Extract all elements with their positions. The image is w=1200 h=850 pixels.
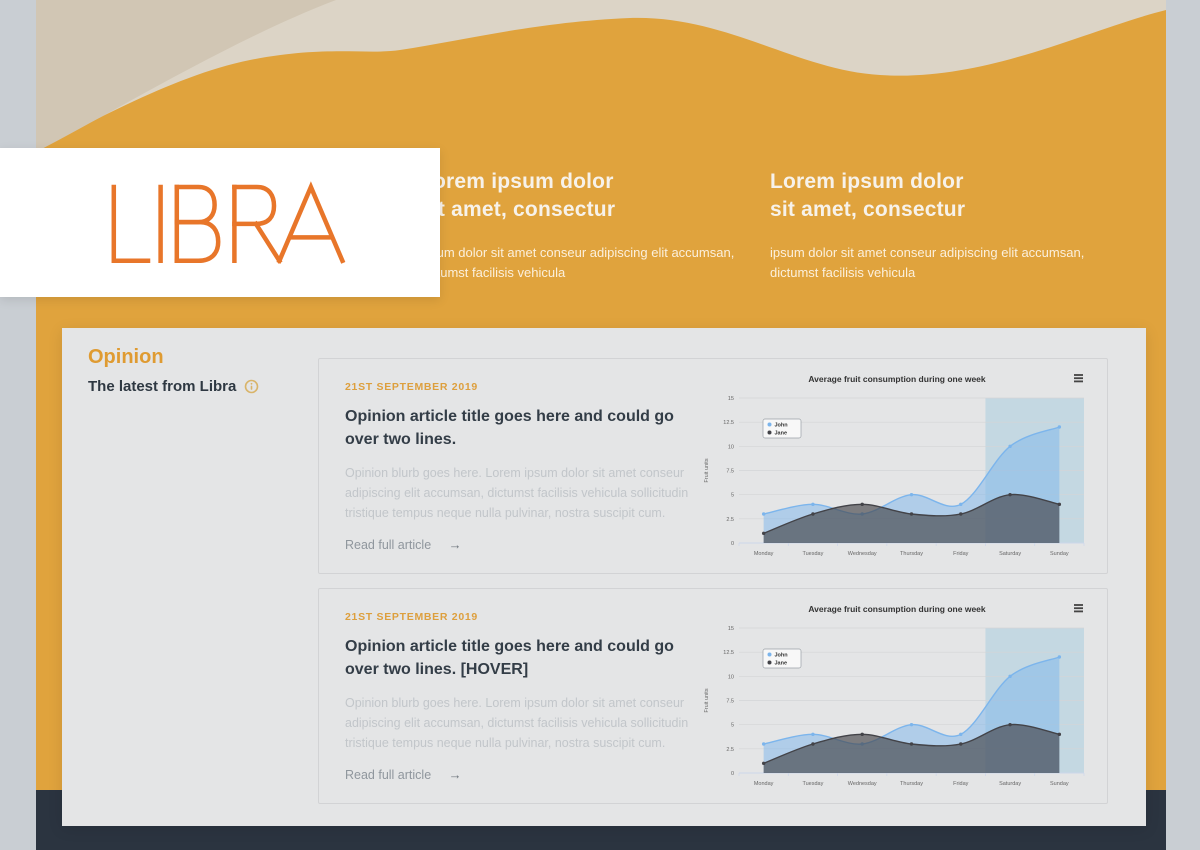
svg-text:Friday: Friday <box>953 551 969 557</box>
series-area-jane <box>763 724 1060 773</box>
y-axis-title: Fruit units <box>704 688 710 712</box>
libra-logo[interactable] <box>0 148 440 297</box>
info-icon[interactable] <box>244 379 259 394</box>
hero-heading: Lorem ipsum dolor sit amet, consectur <box>770 170 966 222</box>
svg-text:Sunday: Sunday <box>1050 781 1069 787</box>
read-full-article-link[interactable]: Read full article → <box>345 537 462 553</box>
svg-text:Monday: Monday <box>754 551 774 557</box>
svg-text:2.5: 2.5 <box>726 747 734 753</box>
article-chart-container: 0 2.5 5 7.5 10 12.5 15 Monday Tuesday Wednesday Th… <box>697 367 1097 563</box>
hero-heading: Lorem ipsum dolor sit amet, consectur <box>420 170 616 222</box>
section-subtitle-text: The latest from Libra <box>88 378 237 395</box>
svg-text:10: 10 <box>728 674 734 680</box>
svg-text:0: 0 <box>731 771 734 777</box>
article-date: 21ST SEPTEMBER 2019 <box>345 381 478 393</box>
svg-text:Wednesday: Wednesday <box>848 551 877 557</box>
article-chart-container: 0 2.5 5 7.5 10 12.5 15 Monday Tuesday Wednesday Th… <box>697 597 1097 793</box>
chart-title: Average fruit consumption during one wee… <box>808 374 986 384</box>
hero-column-2: Lorem ipsum dolor sit amet, consectur ip… <box>770 168 1110 283</box>
header-wave-decoration <box>36 0 1166 152</box>
svg-text:John: John <box>775 423 789 429</box>
svg-text:15: 15 <box>728 396 734 402</box>
opinion-article-card[interactable]: 21ST SEPTEMBER 2019 Opinion article titl… <box>318 358 1108 574</box>
chart-legend[interactable]: John Jane <box>762 648 802 669</box>
article-blurb: Opinion blurb goes here. Lorem ipsum dol… <box>345 696 689 751</box>
article-title: Opinion article title goes here and coul… <box>345 638 674 679</box>
article-title: Opinion article title goes here and coul… <box>345 408 674 449</box>
opinion-section-card: Opinion The latest from Libra 21ST SEPTE… <box>62 328 1146 826</box>
svg-text:Thursday: Thursday <box>900 781 923 787</box>
chart-export-menu-icon[interactable] <box>1074 604 1083 613</box>
svg-text:15: 15 <box>728 626 734 632</box>
svg-text:Sunday: Sunday <box>1050 551 1069 557</box>
svg-text:Monday: Monday <box>754 781 774 787</box>
article-text-block: 21ST SEPTEMBER 2019 Opinion article titl… <box>345 381 701 554</box>
svg-text:2.5: 2.5 <box>726 517 734 523</box>
svg-text:Jane: Jane <box>775 661 788 667</box>
svg-text:Tuesday: Tuesday <box>802 781 823 787</box>
arrow-right-icon: → <box>448 537 462 553</box>
article-date: 21ST SEPTEMBER 2019 <box>345 611 478 623</box>
arrow-right-icon: → <box>448 767 462 783</box>
hero-column-1: Lorem ipsum dolor sit amet, consectur ip… <box>420 168 750 283</box>
libra-logo-icon <box>111 181 346 264</box>
svg-text:12.5: 12.5 <box>723 650 734 656</box>
hero-body-text: ipsum dolor sit amet conseur adipiscing … <box>770 244 1085 280</box>
opinion-article-card[interactable]: 21ST SEPTEMBER 2019 Opinion article titl… <box>318 588 1108 804</box>
svg-text:Tuesday: Tuesday <box>802 551 823 557</box>
svg-text:Saturday: Saturday <box>999 551 1021 557</box>
svg-text:Thursday: Thursday <box>900 551 923 557</box>
svg-text:5: 5 <box>731 723 734 729</box>
chart-title: Average fruit consumption during one wee… <box>808 604 986 614</box>
article-text-block: 21ST SEPTEMBER 2019 Opinion article titl… <box>345 611 701 784</box>
section-title: Opinion <box>88 346 164 368</box>
fruit-consumption-chart: 0 2.5 5 7.5 10 12.5 15 Monday Tuesday Wednesday Th… <box>704 604 1085 787</box>
svg-text:John: John <box>775 653 789 659</box>
read-full-article-link[interactable]: Read full article → <box>345 767 462 783</box>
fruit-consumption-chart: 0 2.5 5 7.5 10 12.5 15 Monday Tuesday Wednesday Th… <box>704 374 1085 557</box>
section-subtitle: The latest from Libra <box>88 378 259 395</box>
svg-text:Jane: Jane <box>775 431 788 437</box>
chart-export-menu-icon[interactable] <box>1074 374 1083 383</box>
svg-text:10: 10 <box>728 444 734 450</box>
svg-text:Friday: Friday <box>953 781 969 787</box>
article-blurb: Opinion blurb goes here. Lorem ipsum dol… <box>345 466 689 521</box>
svg-text:0: 0 <box>731 541 734 547</box>
hero-body-text: ipsum dolor sit amet conseur adipiscing … <box>420 244 735 280</box>
y-axis-title: Fruit units <box>704 458 710 482</box>
series-area-jane <box>763 494 1060 543</box>
chart-legend[interactable]: John Jane <box>762 418 802 439</box>
svg-text:Saturday: Saturday <box>999 781 1021 787</box>
svg-text:12.5: 12.5 <box>723 420 734 426</box>
svg-text:Wednesday: Wednesday <box>848 781 877 787</box>
svg-text:5: 5 <box>731 493 734 499</box>
svg-text:7.5: 7.5 <box>726 699 734 705</box>
svg-text:7.5: 7.5 <box>726 469 734 475</box>
